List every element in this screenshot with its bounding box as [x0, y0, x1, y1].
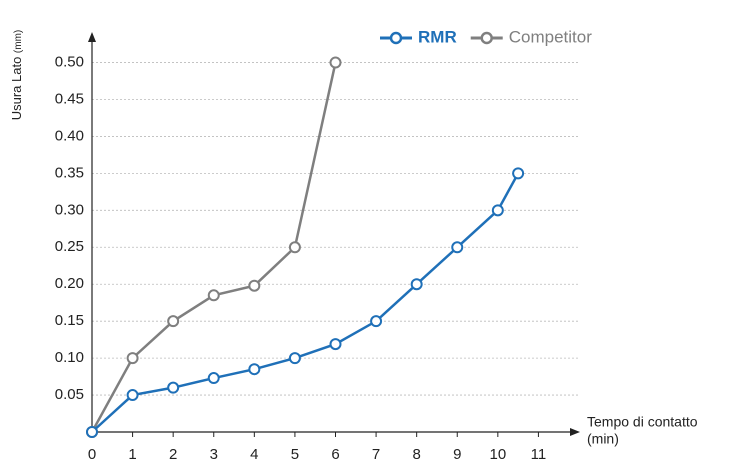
x-tick-label: 6 — [331, 446, 339, 461]
data-point — [207, 372, 220, 385]
y-tick-label: 0.35 — [55, 164, 84, 181]
y-tick-label: 0.50 — [55, 54, 84, 71]
x-tick-label: 10 — [489, 446, 506, 461]
data-point — [207, 289, 220, 302]
data-point — [126, 389, 139, 402]
y-tick-label: 0.05 — [55, 386, 84, 403]
data-point — [126, 352, 139, 365]
x-tick-label: 2 — [169, 446, 177, 461]
legend-marker — [480, 31, 493, 45]
data-point — [329, 56, 342, 69]
x-tick-label: 5 — [291, 446, 299, 461]
x-tick-label: 4 — [250, 446, 258, 461]
y-tick-label: 0.40 — [55, 127, 84, 144]
data-point — [167, 315, 180, 328]
x-tick-label: 11 — [531, 446, 547, 461]
data-point — [86, 426, 98, 438]
x-tick-label: 7 — [372, 446, 380, 461]
data-point — [329, 338, 342, 351]
x-axis-label: Tempo di contatto — [587, 414, 698, 430]
legend-label: Competitor — [509, 27, 592, 46]
data-point — [248, 279, 261, 292]
legend-label: RMR — [418, 27, 457, 46]
data-point — [512, 167, 525, 180]
x-tick-label: 1 — [128, 446, 136, 461]
legend-marker — [389, 31, 403, 45]
y-unit: (mm) — [13, 30, 24, 53]
y-label: Usura Lato — [9, 57, 24, 121]
y-tick-label: 0.25 — [55, 238, 84, 255]
x-axis-unit: (min) — [587, 431, 619, 447]
series-line — [91, 172, 520, 433]
x-axis-arrow — [570, 428, 580, 436]
data-point — [370, 315, 383, 328]
y-tick-label: 0.45 — [55, 90, 84, 107]
data-point — [167, 381, 180, 394]
x-tick-label: 9 — [453, 446, 461, 461]
x-tick-label: 0 — [88, 446, 96, 461]
y-tick-label: 0.30 — [55, 201, 84, 218]
data-point — [248, 363, 261, 376]
data-point — [288, 241, 301, 254]
y-axis-arrow — [88, 32, 96, 42]
y-tick-label: 0.20 — [55, 275, 84, 292]
data-point — [491, 204, 504, 217]
y-axis-label: Usura Lato (mm) — [9, 30, 24, 121]
data-point — [451, 241, 464, 254]
data-point — [288, 352, 301, 365]
y-tick-label: 0.15 — [55, 312, 84, 329]
y-tick-label: 0.10 — [55, 349, 84, 366]
x-tick-label: 3 — [210, 446, 218, 461]
x-tick-label: 8 — [412, 446, 420, 461]
data-point — [410, 278, 423, 291]
